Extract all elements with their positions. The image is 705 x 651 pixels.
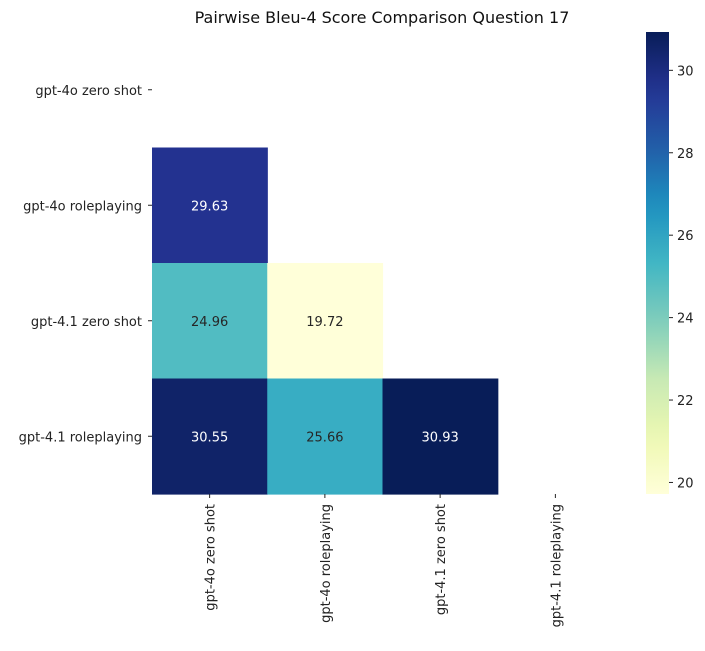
cell-value-label: 25.66 (306, 430, 343, 445)
column-labels: gpt-4o zero shot gpt-4o roleplaying gpt-4.… (204, 494, 564, 627)
cell-value-label: 30.55 (191, 430, 228, 445)
y-tick-label: gpt-4o zero shot (35, 84, 142, 99)
colorbar-tick-label: 28 (677, 147, 694, 162)
cell-value-label: 24.96 (191, 315, 228, 330)
heatmap-cell (267, 378, 384, 495)
colorbar-tick-label: 22 (677, 394, 694, 409)
x-tick-label: gpt-4.1 roleplaying (549, 504, 564, 627)
y-tick-label: gpt-4.1 zero shot (31, 315, 142, 330)
colorbar: 20 22 24 26 28 30 (646, 32, 694, 494)
heatmap-cell (382, 378, 499, 495)
colorbar-tick-label: 30 (677, 64, 694, 79)
cell-value-label: 30.93 (422, 430, 459, 445)
y-tick-label: gpt-4o roleplaying (23, 199, 142, 214)
heatmap-cells: 29.63 24.96 19.72 30.55 25.66 30.93 (152, 147, 499, 495)
x-tick-label: gpt-4.1 zero shot (434, 504, 449, 615)
chart-title: Pairwise Bleu-4 Score Comparison Questio… (195, 8, 570, 27)
colorbar-tick-label: 20 (677, 476, 694, 491)
heatmap-cell (152, 263, 268, 380)
colorbar-gradient (646, 32, 669, 494)
heatmap-cell (267, 263, 384, 380)
heatmap-cell (152, 378, 268, 495)
x-tick-label: gpt-4o zero shot (204, 504, 219, 611)
row-labels: gpt-4o zero shot gpt-4o roleplaying gpt-4.… (19, 84, 152, 445)
colorbar-tick-label: 24 (677, 312, 694, 327)
y-tick-label: gpt-4.1 roleplaying (19, 430, 142, 445)
cell-value-label: 19.72 (306, 315, 343, 330)
cell-value-label: 29.63 (191, 199, 228, 214)
heatmap-cell (152, 147, 268, 264)
x-tick-label: gpt-4o roleplaying (319, 504, 334, 623)
colorbar-tick-label: 26 (677, 229, 694, 244)
